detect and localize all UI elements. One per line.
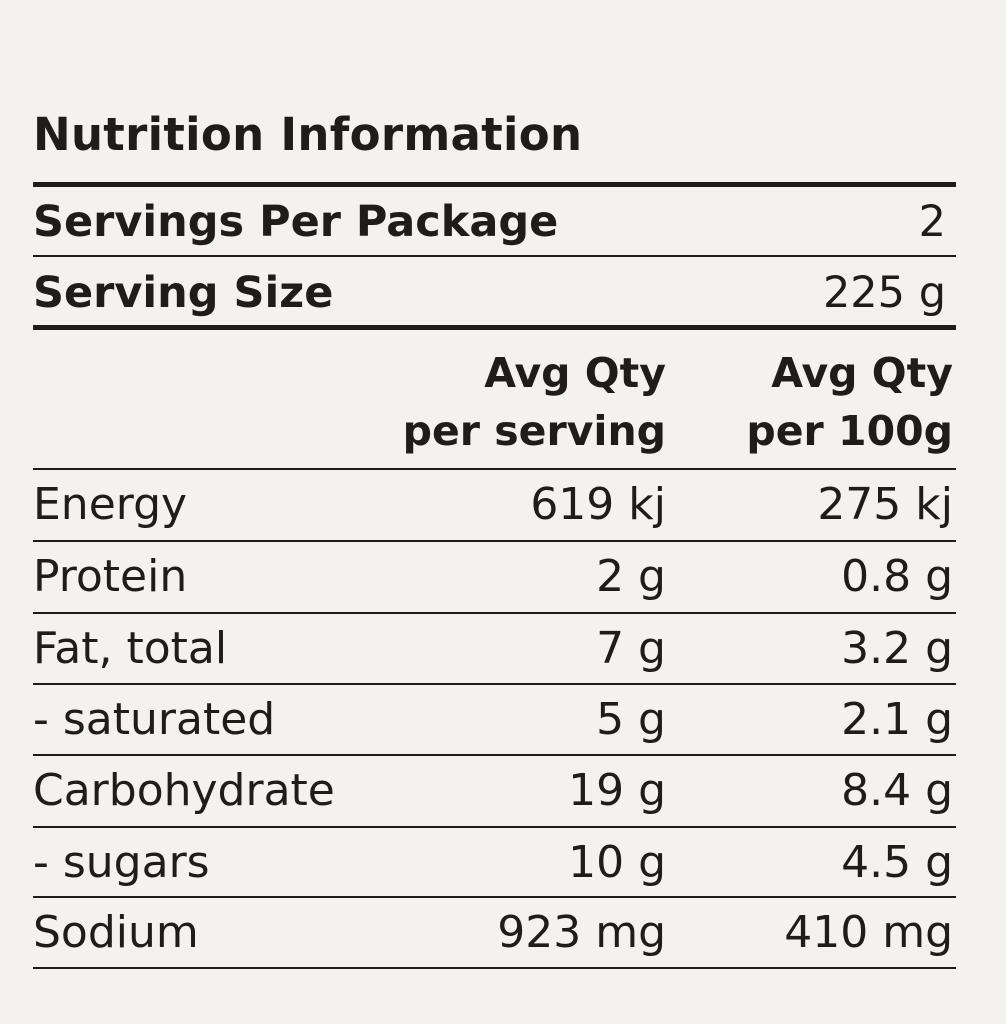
divider [33, 540, 956, 542]
table-row: - saturated 5 g 2.1 g [33, 685, 956, 755]
divider [33, 967, 956, 969]
serving-size-label: Serving Size [33, 268, 334, 318]
per-serving-value: 7 g [596, 623, 666, 674]
table-row: Sodium 923 mg 410 mg [33, 898, 956, 968]
divider [33, 754, 956, 756]
column-header-line: per serving [402, 407, 666, 455]
column-header-line: Avg Qty [771, 349, 953, 397]
per-serving-value: 5 g [596, 694, 666, 745]
nutrient-name: Protein [33, 551, 188, 602]
nutrient-name: - saturated [33, 694, 276, 745]
per-100g-value: 0.8 g [841, 551, 953, 602]
table-row: Carbohydrate 19 g 8.4 g [33, 756, 956, 826]
divider [33, 468, 956, 470]
column-header-line: per 100g [746, 407, 953, 455]
per-100g-value: 3.2 g [841, 623, 953, 674]
table-row: - sugars 10 g 4.5 g [33, 828, 956, 898]
column-header-line: Avg Qty [484, 349, 666, 397]
nutrient-name: Sodium [33, 907, 199, 958]
serving-size-value: 225 g [822, 268, 946, 318]
per-serving-value: 619 kj [530, 479, 666, 530]
per-100g-value: 2.1 g [841, 694, 953, 745]
per-serving-value: 10 g [568, 837, 666, 888]
divider [33, 896, 956, 898]
divider [33, 325, 956, 330]
servings-per-package-value: 2 [918, 197, 946, 247]
table-row: Fat, total 7 g 3.2 g [33, 614, 956, 684]
serving-size-row: Serving Size 225 g [33, 261, 956, 325]
divider [33, 683, 956, 685]
divider [33, 826, 956, 828]
divider [33, 612, 956, 614]
per-100g-value: 410 mg [784, 907, 953, 958]
nutrient-name: Carbohydrate [33, 765, 335, 816]
per-serving-value: 923 mg [497, 907, 666, 958]
nutrient-name: Fat, total [33, 623, 228, 674]
divider [33, 255, 956, 257]
column-header-per-100g: Avg Qty per 100g [746, 344, 953, 466]
servings-per-package-label: Servings Per Package [33, 197, 559, 247]
per-100g-value: 8.4 g [841, 765, 953, 816]
per-serving-value: 19 g [568, 765, 666, 816]
servings-per-package-row: Servings Per Package 2 [33, 190, 956, 254]
column-header-per-serving: Avg Qty per serving [403, 344, 666, 466]
per-100g-value: 275 kj [817, 479, 953, 530]
panel-title: Nutrition Information [33, 108, 583, 161]
divider [33, 182, 956, 187]
per-serving-value: 2 g [596, 551, 666, 602]
table-row: Protein 2 g 0.8 g [33, 542, 956, 612]
nutrient-name: Energy [33, 479, 188, 530]
per-100g-value: 4.5 g [841, 837, 953, 888]
table-row: Energy 619 kj 275 kj [33, 470, 956, 540]
nutrition-panel: Nutrition Information Servings Per Packa… [33, 0, 956, 1024]
nutrient-name: - sugars [33, 837, 210, 888]
